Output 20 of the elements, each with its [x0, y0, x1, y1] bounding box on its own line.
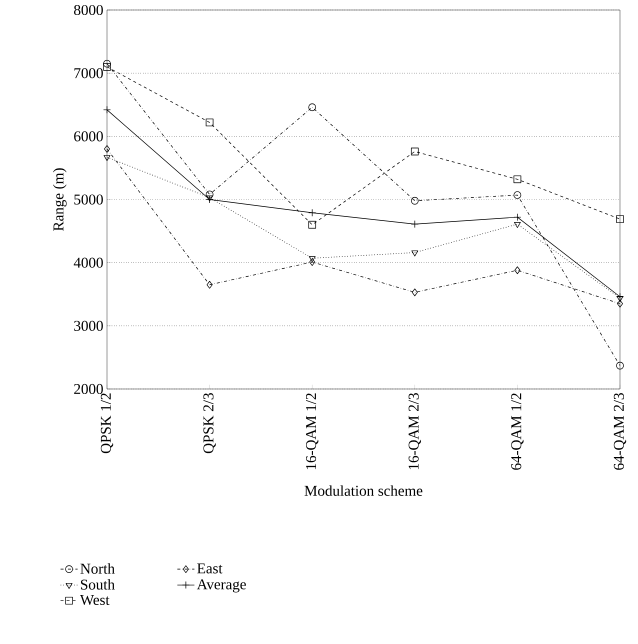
y-tick-label: 4000: [74, 258, 103, 268]
y-tick-label: 2000: [74, 384, 103, 394]
x-tick-label: 16-QAM 2/3: [408, 393, 421, 470]
x-tick-label: 64-QAM 2/3: [614, 393, 626, 470]
x-tick-label: 16-QAM 1/2: [306, 393, 318, 470]
x-tick-label: 64-QAM 1/2: [511, 393, 524, 470]
y-tick-label: 8000: [74, 4, 103, 16]
legend-label: North: [80, 563, 115, 574]
x-tick-label: QPSK 2/3: [203, 393, 216, 454]
y-axis-title: Range (m): [52, 168, 67, 231]
y-tick-label: 5000: [74, 194, 103, 205]
y-tick-label: 3000: [74, 320, 103, 331]
x-axis-title: Modulation scheme: [304, 485, 422, 496]
legend-label: East: [197, 563, 222, 574]
y-tick-label: 7000: [74, 68, 103, 78]
legend-label: West: [80, 595, 110, 606]
y-tick-label: 6000: [74, 131, 103, 142]
legend-label: Average: [196, 579, 246, 592]
legend-label: South: [80, 579, 115, 590]
x-tick-label: QPSK 1/2: [100, 393, 114, 454]
